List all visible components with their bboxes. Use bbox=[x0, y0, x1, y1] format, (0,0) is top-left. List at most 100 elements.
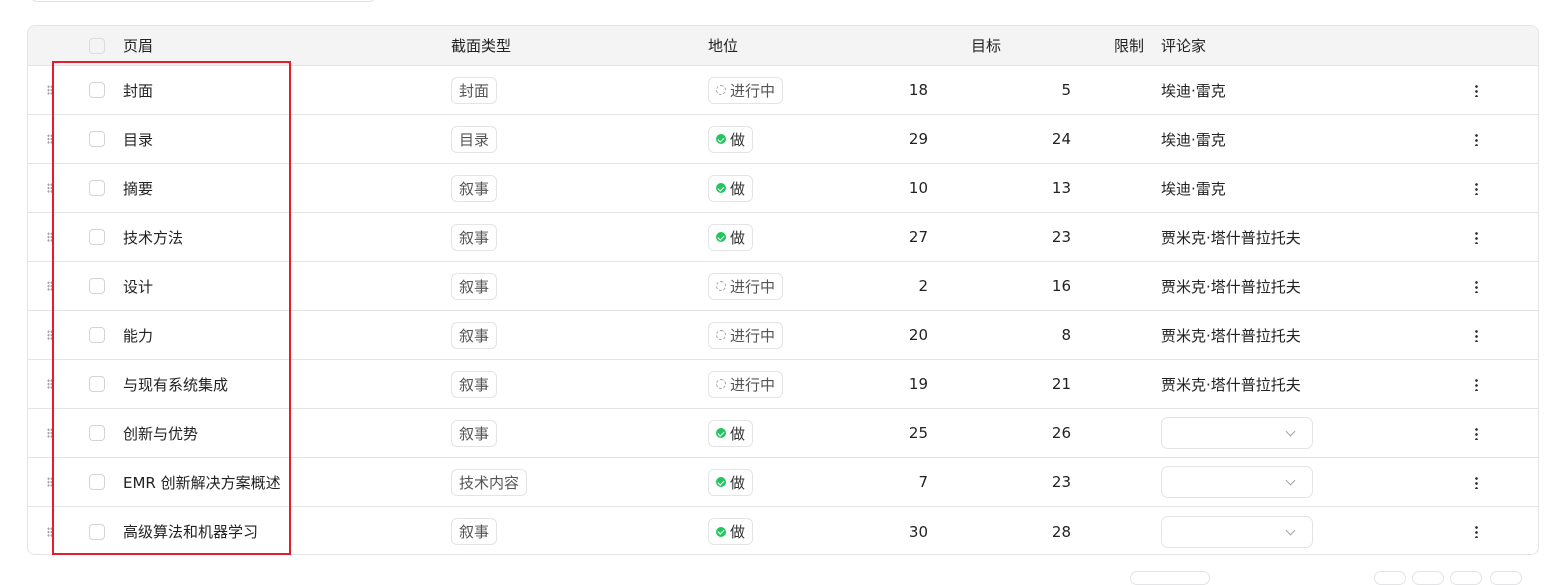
row-checkbox[interactable] bbox=[89, 278, 105, 294]
row-menu-button[interactable] bbox=[1470, 311, 1482, 359]
header-status[interactable]: 地位 bbox=[708, 37, 739, 55]
more-vertical-icon[interactable] bbox=[1474, 426, 1478, 440]
more-vertical-icon[interactable] bbox=[1474, 525, 1478, 538]
row-checkbox[interactable] bbox=[89, 376, 105, 392]
row-menu-button[interactable] bbox=[1470, 115, 1482, 163]
row-checkbox[interactable] bbox=[89, 327, 105, 343]
status-label: 做 bbox=[730, 130, 746, 149]
row-menu-button[interactable] bbox=[1470, 409, 1482, 457]
drag-handle[interactable] bbox=[44, 409, 56, 457]
row-menu-button[interactable] bbox=[1470, 66, 1482, 114]
row-checkbox[interactable] bbox=[89, 131, 105, 147]
table-row[interactable]: 设计 叙事 进行中 2 16 贾米克·塔什普拉托夫 bbox=[28, 262, 1538, 311]
row-menu-button[interactable] bbox=[1470, 213, 1482, 261]
prev-page-button[interactable] bbox=[1412, 571, 1444, 585]
status-label: 进行中 bbox=[730, 277, 776, 296]
row-menu-button[interactable] bbox=[1470, 262, 1482, 310]
row-limit: 28 bbox=[1051, 522, 1071, 541]
first-page-button[interactable] bbox=[1374, 571, 1406, 585]
reviewer-select[interactable] bbox=[1161, 466, 1313, 498]
more-vertical-icon[interactable] bbox=[1474, 279, 1478, 293]
drag-handle-icon[interactable] bbox=[47, 526, 53, 537]
row-checkbox[interactable] bbox=[89, 523, 105, 540]
row-checkbox[interactable] bbox=[89, 229, 105, 245]
drag-handle-icon[interactable] bbox=[47, 330, 53, 340]
row-select[interactable] bbox=[89, 360, 105, 408]
drag-handle[interactable] bbox=[44, 458, 56, 506]
table-row[interactable]: 高级算法和机器学习 叙事 做 30 28 bbox=[28, 507, 1538, 554]
reviewer-select[interactable] bbox=[1161, 417, 1313, 449]
row-select[interactable] bbox=[89, 66, 105, 114]
row-menu-button[interactable] bbox=[1470, 164, 1482, 212]
row-select[interactable] bbox=[89, 311, 105, 359]
row-status: 做 bbox=[708, 458, 754, 506]
row-menu-button[interactable] bbox=[1470, 360, 1482, 408]
reviewer-select[interactable] bbox=[1161, 515, 1313, 548]
header-section-type[interactable]: 截面类型 bbox=[451, 37, 512, 55]
row-checkbox[interactable] bbox=[89, 180, 105, 196]
last-page-button[interactable] bbox=[1490, 571, 1522, 585]
row-section-type: 叙事 bbox=[451, 360, 498, 408]
row-select[interactable] bbox=[89, 458, 105, 506]
row-section-type: 技术内容 bbox=[451, 458, 528, 506]
table-row[interactable]: 能力 叙事 进行中 20 8 贾米克·塔什普拉托夫 bbox=[28, 311, 1538, 360]
row-section-type: 叙事 bbox=[451, 409, 498, 457]
drag-handle[interactable] bbox=[44, 507, 56, 554]
table-row[interactable]: 摘要 叙事 做 10 13 埃迪·雷克 bbox=[28, 164, 1538, 213]
row-select[interactable] bbox=[89, 164, 105, 212]
table-row[interactable]: 创新与优势 叙事 做 25 26 bbox=[28, 409, 1538, 458]
row-checkbox[interactable] bbox=[89, 82, 105, 98]
select-all-checkbox[interactable] bbox=[89, 37, 105, 54]
row-menu-button[interactable] bbox=[1470, 507, 1482, 554]
drag-handle[interactable] bbox=[44, 164, 56, 212]
row-select[interactable] bbox=[89, 409, 105, 457]
more-vertical-icon[interactable] bbox=[1474, 475, 1478, 489]
row-menu-button[interactable] bbox=[1470, 458, 1482, 506]
row-checkbox[interactable] bbox=[89, 474, 105, 490]
rows-per-page-stub[interactable] bbox=[1130, 571, 1210, 585]
drag-handle[interactable] bbox=[44, 213, 56, 261]
table-row[interactable]: EMR 创新解决方案概述 技术内容 做 7 23 bbox=[28, 458, 1538, 507]
row-select[interactable] bbox=[89, 262, 105, 310]
more-vertical-icon[interactable] bbox=[1474, 132, 1478, 146]
drag-handle-icon[interactable] bbox=[47, 183, 53, 193]
drag-handle-icon[interactable] bbox=[47, 232, 53, 242]
status-label: 做 bbox=[730, 473, 746, 492]
drag-handle-icon[interactable] bbox=[47, 379, 53, 389]
drag-handle[interactable] bbox=[44, 66, 56, 114]
table-row[interactable]: 与现有系统集成 叙事 进行中 19 21 贾米克·塔什普拉托夫 bbox=[28, 360, 1538, 409]
more-vertical-icon[interactable] bbox=[1474, 181, 1478, 195]
header-title[interactable]: 页眉 bbox=[123, 37, 154, 55]
more-vertical-icon[interactable] bbox=[1474, 230, 1478, 244]
row-select[interactable] bbox=[89, 213, 105, 261]
row-select[interactable] bbox=[89, 115, 105, 163]
header-limit[interactable]: 限制 bbox=[1114, 37, 1145, 55]
reviewer-name: 贾米克·塔什普拉托夫 bbox=[1161, 375, 1301, 394]
more-vertical-icon[interactable] bbox=[1474, 328, 1478, 342]
drag-handle-icon[interactable] bbox=[47, 85, 53, 95]
row-checkbox[interactable] bbox=[89, 425, 105, 441]
more-vertical-icon[interactable] bbox=[1474, 83, 1478, 97]
drag-handle[interactable] bbox=[44, 360, 56, 408]
header-select-all[interactable] bbox=[89, 26, 105, 65]
more-vertical-icon[interactable] bbox=[1474, 377, 1478, 391]
status-label: 进行中 bbox=[730, 375, 776, 394]
table-row[interactable]: 技术方法 叙事 做 27 23 贾米克·塔什普拉托夫 bbox=[28, 213, 1538, 262]
header-reviewer[interactable]: 评论家 bbox=[1161, 37, 1207, 55]
drag-handle-icon[interactable] bbox=[47, 477, 53, 487]
header-target[interactable]: 目标 bbox=[971, 37, 1002, 55]
row-target: 10 bbox=[908, 179, 928, 197]
drag-handle-icon[interactable] bbox=[47, 428, 53, 438]
next-page-button[interactable] bbox=[1450, 571, 1482, 585]
check-circle-icon bbox=[716, 134, 726, 144]
table-row[interactable]: 目录 目录 做 29 24 埃迪·雷克 bbox=[28, 115, 1538, 164]
search-input-stub[interactable] bbox=[30, 0, 376, 2]
drag-handle[interactable] bbox=[44, 262, 56, 310]
drag-handle[interactable] bbox=[44, 115, 56, 163]
row-target: 7 bbox=[918, 473, 928, 491]
drag-handle[interactable] bbox=[44, 311, 56, 359]
drag-handle-icon[interactable] bbox=[47, 281, 53, 291]
row-select[interactable] bbox=[89, 507, 105, 554]
drag-handle-icon[interactable] bbox=[47, 134, 53, 144]
table-row[interactable]: 封面 封面 进行中 18 5 埃迪·雷克 bbox=[28, 66, 1538, 115]
